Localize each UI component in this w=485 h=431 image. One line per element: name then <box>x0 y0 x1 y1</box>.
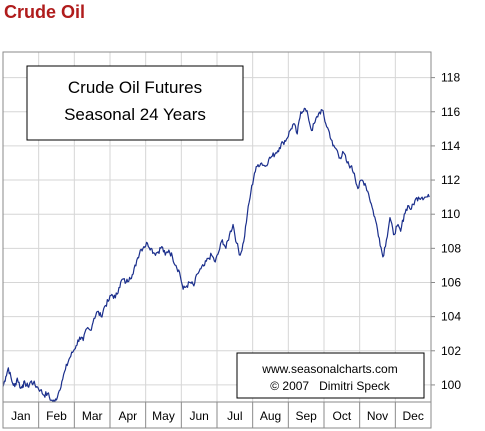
month-tick-label: Jul <box>227 409 242 423</box>
title-box-line-1: Crude Oil Futures <box>68 78 202 97</box>
month-tick-label: Sep <box>295 409 317 423</box>
page-title: Crude Oil <box>4 2 86 22</box>
credit-website: www.seasonalcharts.com <box>261 362 397 376</box>
price-tick-label: 106 <box>441 275 461 289</box>
month-tick-label: Nov <box>367 409 388 423</box>
price-tick-label: 118 <box>441 71 460 85</box>
month-tick-label: Feb <box>46 409 67 423</box>
month-axis: Jan Feb Mar Apr May Jun Jul Aug Sep Oct Nov Dec <box>11 402 424 428</box>
month-tick-label: Mar <box>82 409 103 423</box>
price-tick-label: 114 <box>441 139 460 153</box>
price-tick-label: 116 <box>441 105 460 119</box>
month-tick-label: Dec <box>402 409 423 423</box>
price-tick-label: 102 <box>441 344 461 358</box>
seasonal-price-line <box>2 107 430 403</box>
month-tick-label: Jan <box>11 409 30 423</box>
month-tick-label: Oct <box>332 409 351 423</box>
month-tick-label: Aug <box>260 409 281 423</box>
price-tick-label: 112 <box>441 173 460 187</box>
price-tick-label: 104 <box>441 310 461 324</box>
title-box-line-2: Seasonal 24 Years <box>64 105 206 124</box>
price-tick-label: 110 <box>441 207 460 221</box>
credit-box: www.seasonalcharts.com © 2007 Dimitri Sp… <box>236 352 425 399</box>
title-box: Crude Oil Futures Seasonal 24 Years <box>26 65 244 141</box>
month-tick-label: Jun <box>189 409 208 423</box>
credit-author: © 2007 Dimitri Speck <box>270 379 391 393</box>
price-tick-label: 100 <box>441 378 461 392</box>
month-tick-label: May <box>152 409 175 423</box>
price-tick-label: 108 <box>441 241 461 255</box>
month-tick-label: Apr <box>118 409 137 423</box>
price-axis: 100 102 104 106 108 110 112 114 116 118 <box>431 71 461 392</box>
